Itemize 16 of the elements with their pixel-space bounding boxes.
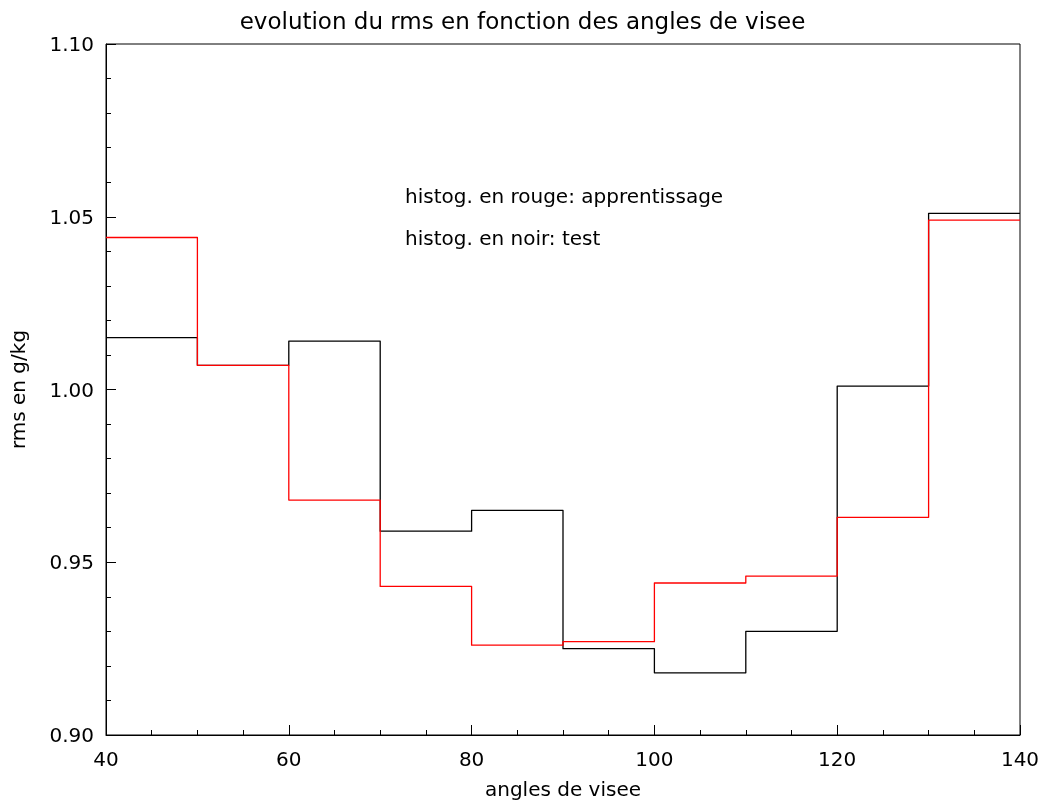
- y-tick-label: 0.95: [49, 550, 94, 575]
- annotation: histog. en noir: test: [405, 226, 601, 250]
- y-tick-label: 1.00: [49, 377, 94, 402]
- y-tick-label: 0.90: [49, 723, 94, 747]
- y-tick-label: 1.10: [49, 32, 94, 56]
- chart-title: evolution du rms en fonction des angles de visee: [239, 7, 806, 34]
- x-tick-label: 80: [458, 747, 485, 771]
- x-tick-label: 140: [1000, 747, 1040, 771]
- y-tick-label: 1.05: [49, 204, 94, 229]
- x-tick-label: 40: [93, 747, 119, 771]
- y-axis-title: rms en g/kg: [6, 329, 30, 450]
- x-tick-label: 100: [635, 747, 674, 771]
- annotation: histog. en rouge: apprentissage: [405, 184, 724, 208]
- x-axis-title: angles de visee: [484, 777, 642, 801]
- x-tick-label: 60: [276, 747, 302, 771]
- x-tick-label: 120: [818, 747, 857, 771]
